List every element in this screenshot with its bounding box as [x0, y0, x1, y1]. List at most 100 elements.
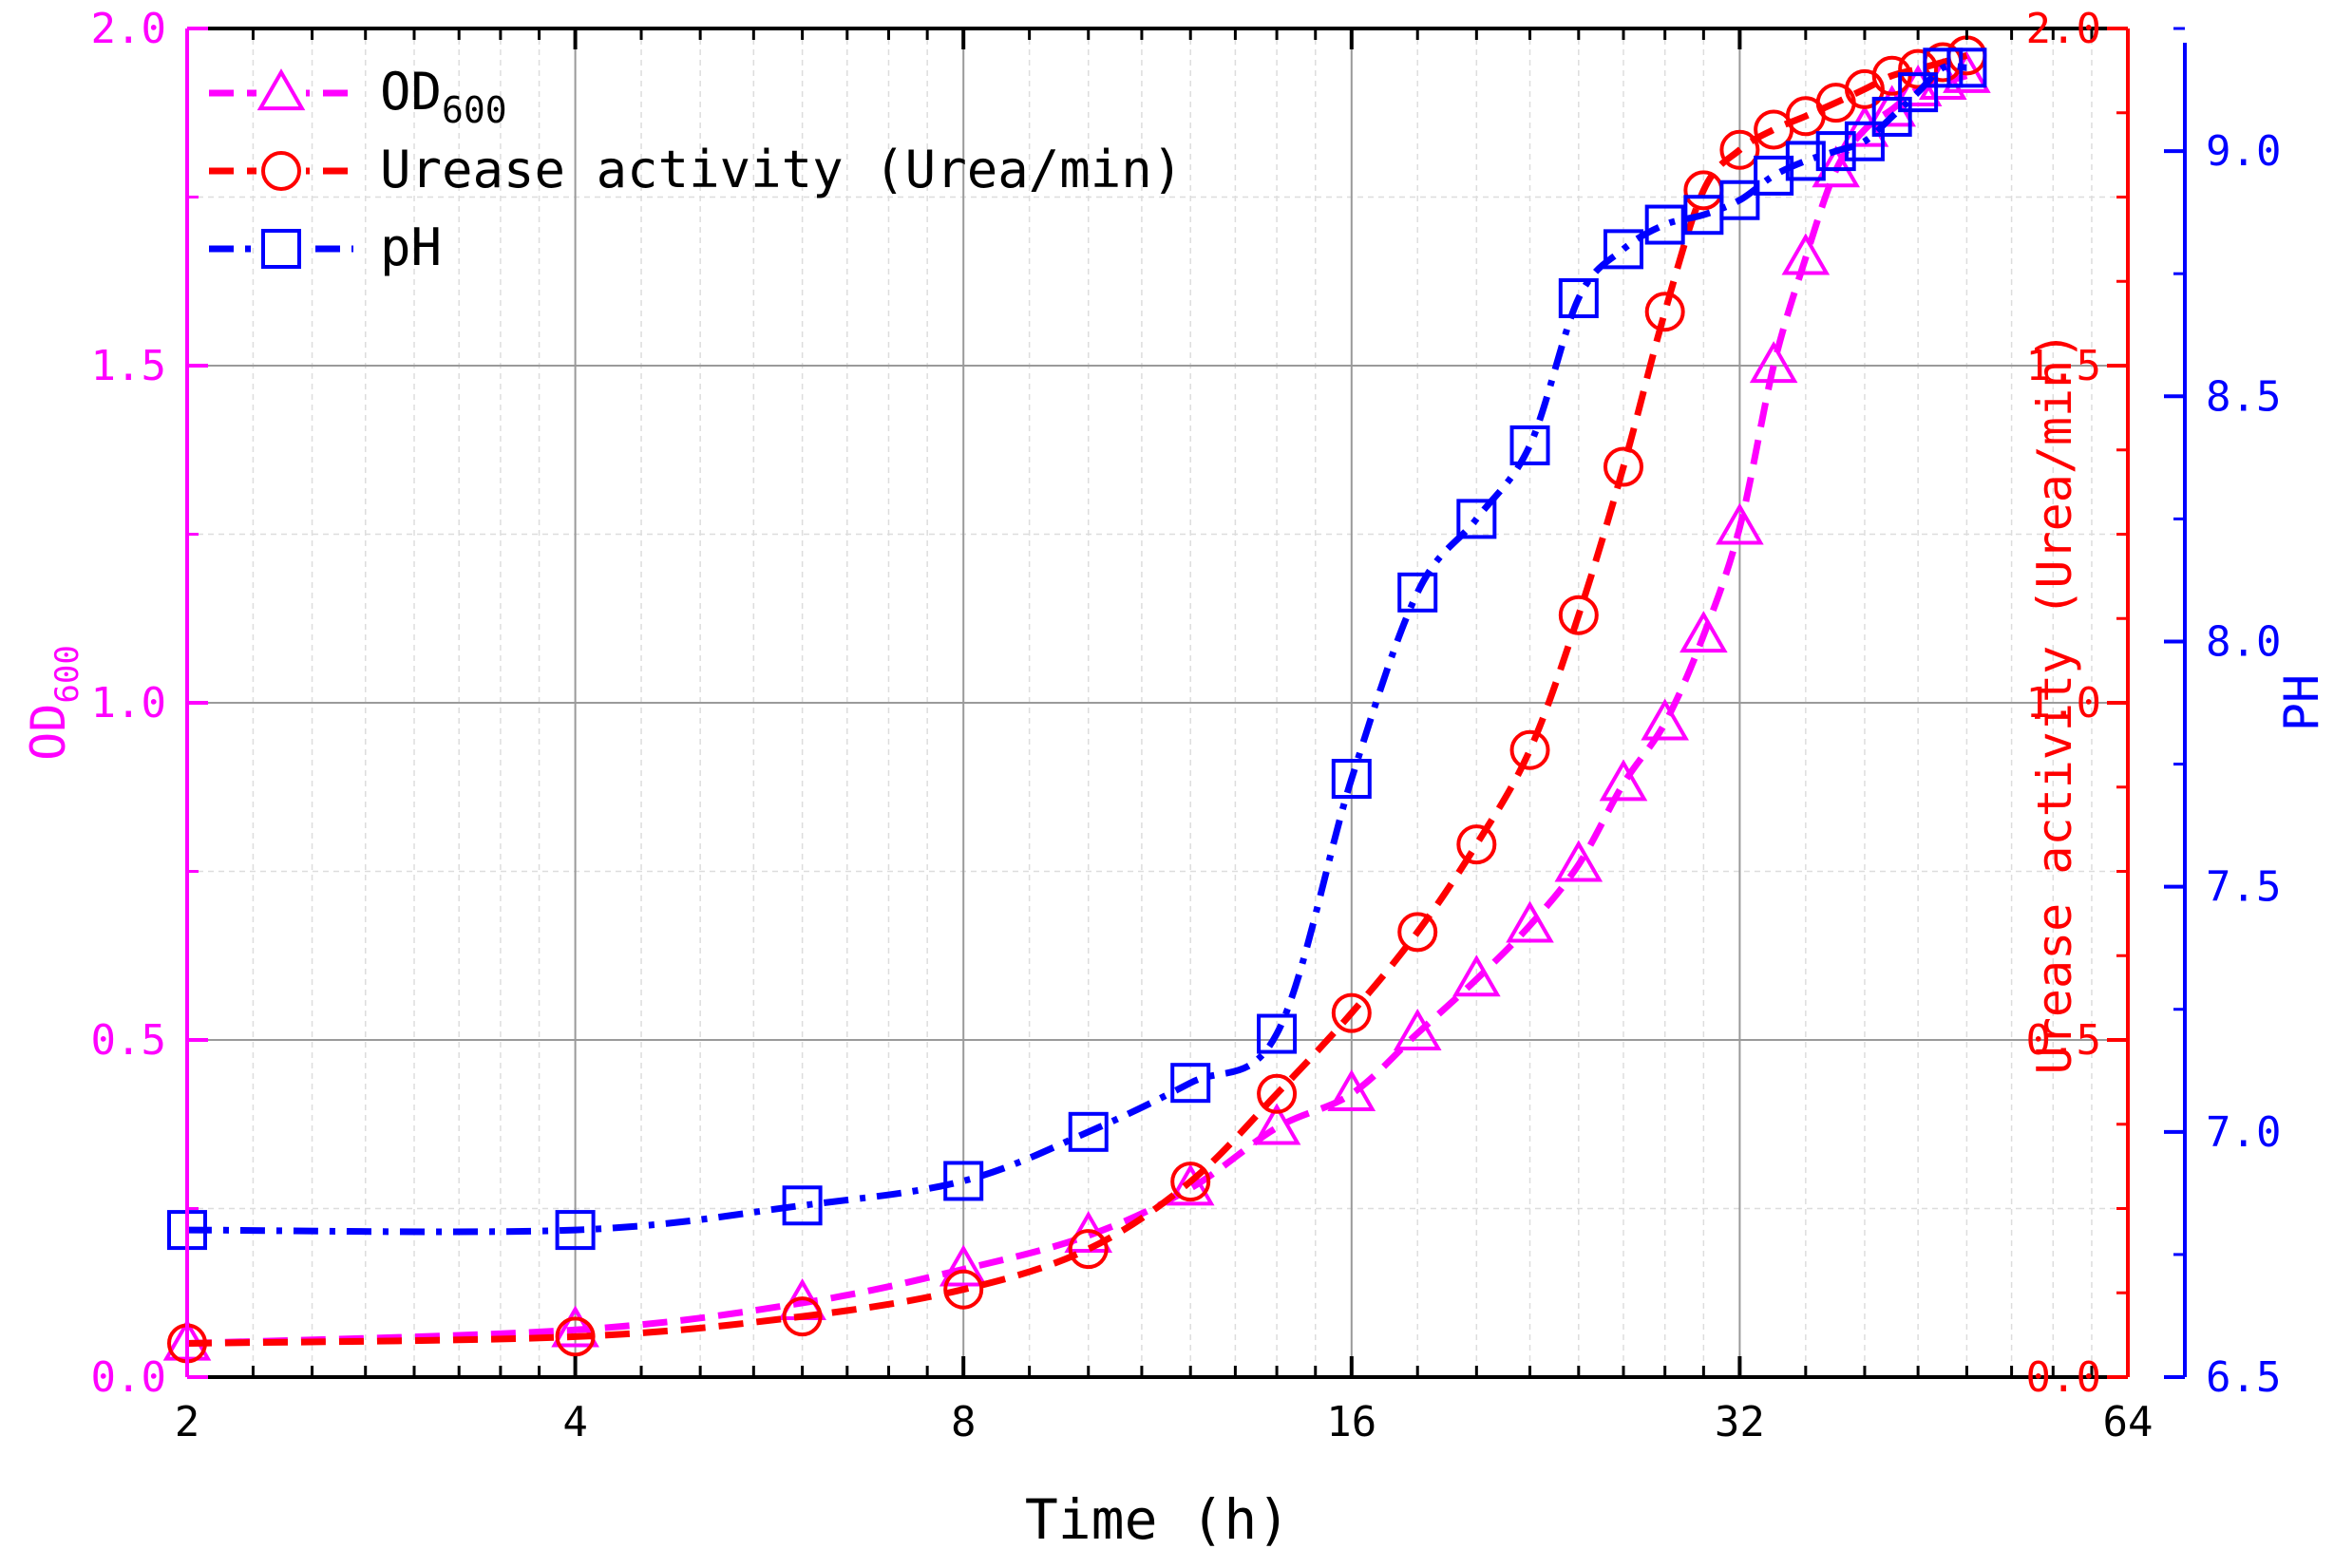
data-point-s0-9 — [1452, 954, 1501, 997]
y-right1-axis-title: Urease activity (Urea/min) — [2027, 331, 2082, 1075]
legend-label-sub: 600 — [442, 89, 507, 131]
legend-marker — [261, 151, 301, 191]
y-right1-tick-label: 1.0 — [2026, 679, 2101, 727]
y-left-tick-label: 0.0 — [91, 1353, 166, 1402]
x-tick-label: 4 — [562, 1398, 588, 1446]
series-line-2 — [186, 62, 1967, 1236]
data-point-s2-9 — [1456, 499, 1497, 539]
data-point-s1-3 — [943, 1269, 984, 1310]
data-point-s0-20 — [1868, 85, 1917, 127]
y-right1-tick-label: 0.5 — [2026, 1016, 2101, 1065]
data-point-s1-11 — [1558, 595, 1599, 635]
y-right2-title-group: PH — [2274, 674, 2329, 731]
data-point-s2-8 — [1397, 572, 1438, 613]
y-right1-title-group: Urease activity (Urea/min) — [2027, 331, 2082, 1075]
y-left-tick-label: 1.0 — [91, 679, 166, 727]
y-left-tick-label: 0.5 — [91, 1016, 166, 1065]
data-point-s2-17 — [1785, 141, 1826, 181]
data-point-s0-14 — [1679, 611, 1728, 653]
y-right2-tick-label: 6.5 — [2206, 1353, 2281, 1402]
data-point-s0-13 — [1641, 698, 1689, 741]
data-point-s1-9 — [1456, 824, 1497, 865]
y-right2-tick-label: 7.0 — [2206, 1108, 2281, 1157]
data-point-s2-22 — [1923, 47, 1964, 88]
data-point-s1-6 — [1257, 1073, 1298, 1114]
legend-label-main: Urease activity (Urea/min) — [380, 140, 1183, 199]
legend-label: OD600 — [380, 62, 507, 131]
y-right2-tick-label: 9.0 — [2206, 127, 2281, 176]
data-point-s1-15 — [1719, 129, 1760, 170]
data-point-s1-4 — [1068, 1229, 1109, 1270]
data-point-s0-3 — [939, 1244, 988, 1287]
data-point-s2-5 — [1170, 1063, 1211, 1104]
data-point-s0-10 — [1506, 900, 1554, 943]
data-point-s0-5 — [1166, 1163, 1215, 1206]
y-right2-tick-label: 8.0 — [2206, 617, 2281, 666]
y-right1-tick-label: 0.0 — [2026, 1353, 2101, 1402]
y-right2-axis-title: PH — [2274, 674, 2329, 731]
data-point-s2-7 — [1331, 759, 1372, 800]
data-point-s0-8 — [1393, 1009, 1442, 1051]
data-point-s2-2 — [782, 1185, 823, 1226]
data-point-s2-13 — [1644, 204, 1685, 245]
y-left-title-sub: 600 — [48, 645, 86, 703]
data-point-s1-13 — [1644, 292, 1685, 332]
data-point-s2-1 — [555, 1210, 596, 1251]
legend-label-main: OD — [380, 62, 442, 122]
legend-entry-0: OD600 — [209, 62, 507, 131]
data-point-s1-5 — [1170, 1162, 1211, 1202]
y-right2-tick-label: 7.5 — [2206, 863, 2281, 912]
data-point-s0-7 — [1327, 1068, 1376, 1111]
legend: OD600 Urease activity (Urea/min) pH — [209, 62, 1183, 277]
data-point-s2-23 — [1946, 47, 1987, 88]
x-tick-label: 64 — [2103, 1398, 2154, 1446]
data-point-s0-16 — [1749, 341, 1798, 384]
data-point-s2-18 — [1815, 131, 1856, 172]
data-point-s1-10 — [1509, 729, 1550, 770]
data-point-s1-12 — [1603, 446, 1643, 487]
data-point-s1-21 — [1898, 48, 1939, 89]
x-tick-label: 16 — [1326, 1398, 1376, 1446]
x-tick-label: 8 — [951, 1398, 977, 1446]
data-point-s2-11 — [1558, 278, 1599, 318]
data-point-s2-12 — [1603, 229, 1643, 270]
series-line-1 — [186, 52, 1968, 1347]
x-tick-label: 2 — [175, 1398, 200, 1446]
data-point-s2-10 — [1509, 425, 1550, 465]
data-point-s1-7 — [1331, 992, 1372, 1033]
data-point-s0-15 — [1716, 502, 1764, 545]
data-point-s2-20 — [1871, 96, 1912, 137]
legend-marker — [256, 68, 306, 111]
data-point-s0-12 — [1599, 759, 1648, 802]
data-point-s2-19 — [1844, 121, 1885, 161]
y-left-tick-label: 1.5 — [91, 342, 166, 390]
y-left-title-main: OD — [21, 704, 76, 761]
legend-label-main: pH — [380, 217, 442, 277]
data-point-s1-8 — [1397, 912, 1438, 953]
data-point-s0-17 — [1781, 233, 1831, 275]
data-point-s0-6 — [1252, 1103, 1301, 1145]
legend-entry-1: Urease activity (Urea/min) — [209, 140, 1183, 199]
y-left-title-group: OD600 — [21, 645, 86, 761]
legend-entry-2: pH — [209, 217, 442, 277]
x-axis-title: Time (h) — [1025, 1487, 1290, 1552]
data-point-s1-1 — [555, 1316, 596, 1357]
data-point-s2-3 — [943, 1161, 984, 1201]
data-point-s2-6 — [1257, 1013, 1298, 1054]
data-point-s0-1 — [551, 1305, 599, 1348]
y-right1-tick-label: 1.5 — [2026, 342, 2101, 390]
legend-label: pH — [380, 217, 442, 277]
series-2 — [167, 47, 1987, 1251]
y-right2-tick-label: 8.5 — [2206, 372, 2281, 421]
data-point-s2-16 — [1754, 155, 1794, 196]
legend-label: Urease activity (Urea/min) — [380, 140, 1183, 199]
data-point-s2-15 — [1719, 179, 1760, 220]
y-left-axis-title: OD600 — [21, 645, 86, 761]
y-right1-tick-label: 2.0 — [2026, 5, 2101, 53]
series-layer — [162, 35, 1991, 1364]
legend-marker — [261, 229, 301, 269]
y-left-tick-label: 2.0 — [91, 5, 166, 53]
grid — [187, 28, 2128, 1377]
